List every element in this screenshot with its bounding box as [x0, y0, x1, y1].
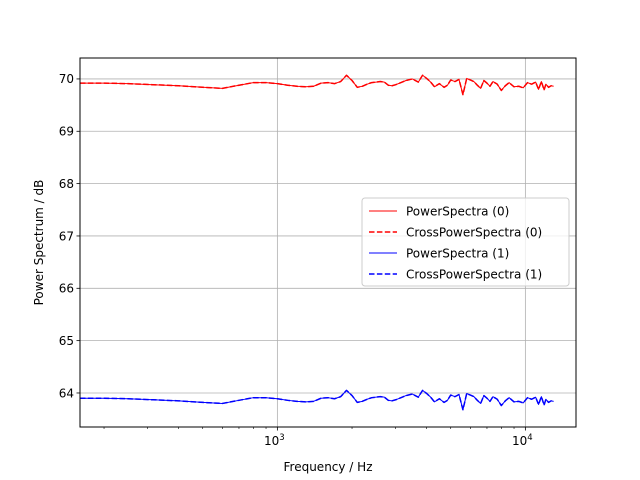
legend-label-0: PowerSpectra (0)	[406, 204, 509, 218]
series-line-1	[80, 74, 554, 96]
y-tick-label: 67	[59, 229, 74, 243]
y-tick-label: 65	[59, 334, 74, 348]
series-layer	[80, 74, 554, 411]
x-axis-label: Frequency / Hz	[284, 460, 373, 474]
y-tick-label: 69	[59, 125, 74, 139]
y-tick-label: 64	[59, 386, 74, 400]
y-tick-label: 68	[59, 177, 74, 191]
grid	[80, 58, 576, 427]
y-tick-label: 66	[59, 282, 74, 296]
plot-frame	[79, 57, 577, 428]
legend-label-2: PowerSpectra (1)	[406, 246, 509, 260]
legend: PowerSpectra (0) CrossPowerSpectra (0) Pow…	[361, 197, 570, 287]
y-axis-label: Power Spectrum / dB	[32, 180, 46, 306]
series-line-3	[80, 389, 554, 411]
legend-label-3: CrossPowerSpectra (1)	[406, 267, 542, 281]
y-tick-label: 70	[59, 72, 74, 86]
legend-label-1: CrossPowerSpectra (0)	[406, 225, 542, 239]
legend-box	[361, 197, 570, 287]
